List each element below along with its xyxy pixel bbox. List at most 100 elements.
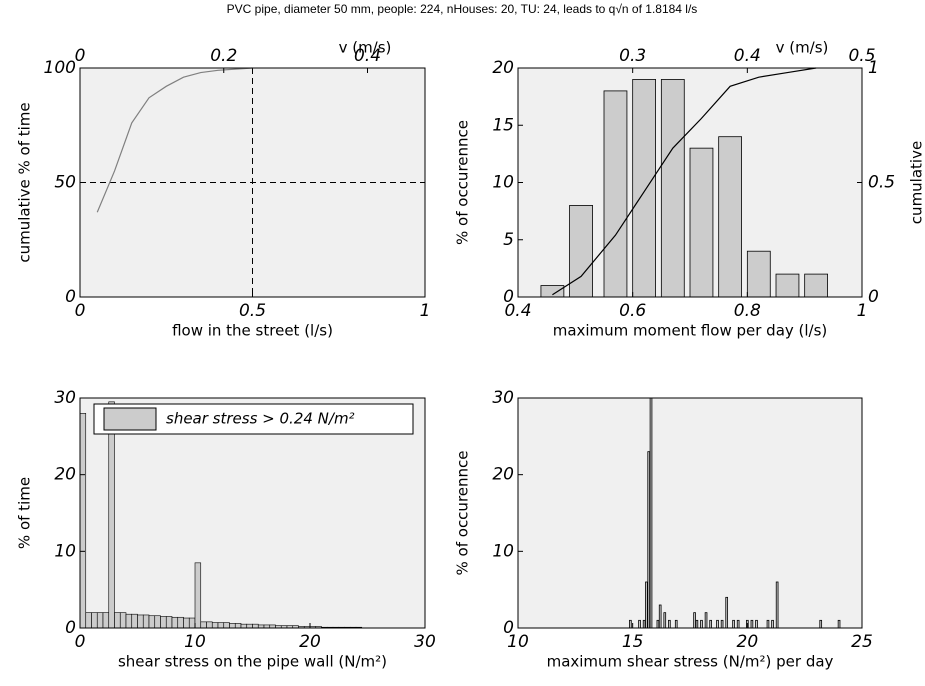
x2-tick-label: 0.2 — [210, 46, 237, 66]
x2-tick-label: 0.5 — [848, 46, 875, 66]
histogram-bar — [240, 623, 248, 629]
bar — [704, 612, 708, 629]
x-tick-label: 20 — [737, 632, 759, 652]
bar — [629, 619, 632, 629]
y-tick-label: 10 — [492, 541, 514, 561]
bar — [663, 612, 667, 629]
x-axis-label: flow in the street (l/s) — [172, 322, 333, 340]
histogram-bar — [217, 622, 225, 629]
y-tick-label: 20 — [492, 465, 514, 485]
axes-box — [517, 397, 863, 629]
y-tick-label: 100 — [44, 58, 76, 78]
bar — [804, 273, 829, 298]
x-tick-label: 15 — [622, 632, 644, 652]
histogram-bar — [188, 617, 196, 629]
x2-tick-label: 0.4 — [354, 46, 381, 66]
histogram-bar — [246, 623, 253, 629]
bar — [720, 619, 724, 629]
y2-tick-label: 1 — [868, 58, 879, 78]
y-tick-label: 50 — [54, 173, 76, 193]
histogram-bar — [154, 615, 161, 629]
x2-tick-label: 0 — [75, 46, 86, 66]
bar — [642, 619, 646, 629]
bar — [755, 619, 758, 629]
histogram-bar — [148, 615, 156, 629]
cumulative-line — [552, 67, 817, 296]
bar — [771, 619, 774, 629]
bar — [638, 619, 641, 629]
x-tick-label: 0.5 — [239, 301, 266, 321]
chart-title: PVC pipe, diameter 50 mm, people: 224, n… — [227, 2, 698, 16]
bar — [775, 581, 779, 629]
x-tick-label: 10 — [184, 632, 206, 652]
y-tick-label: 20 — [54, 465, 76, 485]
histogram-bar — [177, 616, 184, 629]
histogram-bar — [211, 622, 219, 629]
histogram-bar — [91, 612, 98, 629]
bar — [647, 451, 651, 629]
y-tick-label: 10 — [54, 541, 76, 561]
histogram-bar — [183, 617, 190, 629]
y-tick-label: 30 — [492, 388, 514, 408]
x-tick-label: 1 — [857, 301, 868, 321]
x-tick-label: 30 — [414, 632, 436, 652]
bar — [656, 619, 660, 629]
histogram-bar — [96, 612, 104, 629]
histogram-bar — [119, 612, 127, 629]
histogram-bar — [206, 621, 213, 629]
bar — [837, 619, 841, 629]
bar — [700, 619, 703, 629]
histogram-bar — [200, 621, 207, 629]
x-axis-label: maximum shear stress (N/m²) per day — [547, 653, 834, 671]
x-tick-label: 10 — [507, 632, 529, 652]
histogram-bar — [160, 616, 167, 629]
x-tick-label: 0.6 — [619, 301, 646, 321]
bar — [689, 147, 714, 298]
bar — [732, 619, 735, 629]
histogram-bar — [165, 616, 173, 629]
histogram-bar — [252, 623, 259, 629]
histogram-bar — [142, 614, 150, 629]
bar — [660, 79, 685, 298]
x2-tick-label: 0.4 — [734, 46, 761, 66]
histogram-bar — [171, 616, 179, 629]
bar — [716, 619, 719, 629]
y-axis-label: % of occurennce — [454, 451, 472, 576]
plot-area — [80, 398, 425, 628]
bar — [725, 596, 729, 629]
data-line — [96, 67, 253, 213]
bar — [668, 619, 671, 629]
histogram-bar — [194, 562, 202, 629]
x-tick-label: 20 — [299, 632, 321, 652]
y-axis-label: % of occurennce — [454, 120, 472, 245]
histogram-bar — [229, 623, 236, 629]
histogram-bar — [79, 413, 87, 629]
x-axis-label: shear stress on the pipe wall (N/m²) — [118, 653, 387, 671]
y-tick-label: 0 — [503, 618, 514, 638]
x2-axis-label: v (m/s) — [339, 39, 392, 57]
y-axis-label: % of time — [16, 477, 34, 549]
x-tick-label: 0 — [75, 632, 86, 652]
bar — [540, 285, 565, 298]
bar — [603, 90, 628, 298]
y-tick-label: 0 — [65, 287, 76, 307]
axes-box — [79, 397, 426, 629]
bar — [819, 619, 823, 629]
x-tick-label: 0.8 — [734, 301, 761, 321]
histogram-bar — [102, 612, 110, 629]
y-tick-label: 15 — [492, 115, 514, 135]
x-axis-label: maximum moment flow per day (l/s) — [553, 322, 828, 340]
histogram-bar — [137, 614, 144, 629]
legend-label: shear stress > 0.24 N/m² — [166, 410, 355, 428]
bar — [658, 604, 662, 629]
y2-tick-label: 0.5 — [868, 173, 895, 193]
y2-tick-label: 0 — [868, 287, 879, 307]
histogram-bar — [125, 613, 133, 629]
bar — [693, 612, 696, 629]
histogram-bar — [85, 612, 92, 629]
histogram-bar — [234, 623, 242, 629]
y-tick-label: 0 — [65, 618, 76, 638]
